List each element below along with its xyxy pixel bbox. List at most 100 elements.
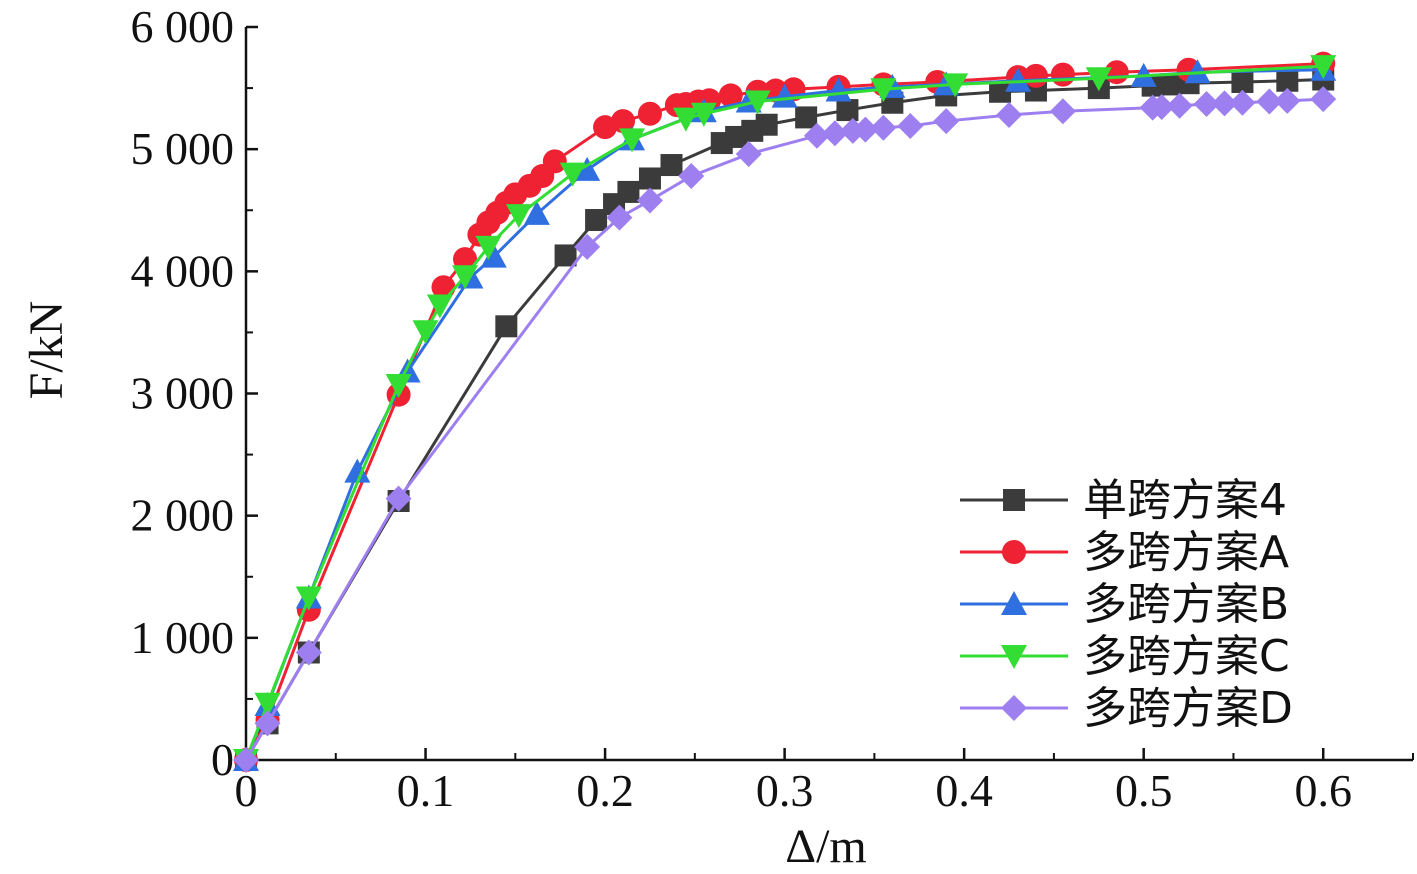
data-point (542, 149, 567, 174)
data-point (1050, 62, 1075, 87)
chart-axes: 0 1 000 2 000 3 000 4 000 5 000 6 000 0 0.1 0.2 0.… (131, 1, 1414, 816)
data-point (475, 235, 502, 260)
legend-label: 多跨方案C (1083, 631, 1290, 682)
data-point (672, 107, 699, 132)
data-point (523, 200, 550, 225)
data-point (585, 209, 608, 232)
data-point (1211, 90, 1238, 117)
data-point (690, 102, 717, 127)
x-axis-title: Δ/m (785, 820, 867, 873)
legend-label: 多跨方案D (1083, 683, 1293, 734)
x-tick-label: 0.6 (1294, 765, 1352, 816)
data-point (660, 154, 683, 177)
data-point (385, 485, 412, 512)
legend-item-4: 多跨方案D (960, 683, 1293, 734)
data-point (636, 187, 663, 214)
data-point (554, 244, 577, 267)
data-point (870, 78, 897, 103)
data-point (942, 73, 969, 98)
data-point (1310, 86, 1337, 113)
legend-marker (1001, 645, 1027, 669)
series-line (244, 62, 1324, 761)
data-point (495, 315, 518, 338)
data-point (295, 586, 322, 611)
data-point (453, 247, 478, 272)
data-point (795, 106, 818, 129)
legend-marker (1001, 695, 1027, 721)
x-tick-label: 0.5 (1115, 765, 1173, 816)
data-point (637, 101, 662, 126)
data-point (426, 294, 453, 319)
data-point (574, 233, 601, 260)
data-point (254, 710, 281, 737)
data-point (755, 113, 778, 136)
legend-label: 单跨方案4 (1083, 475, 1287, 526)
data-point (254, 692, 281, 717)
data-point (480, 243, 507, 268)
data-point (619, 128, 646, 153)
data-point (1256, 88, 1283, 115)
data-point (1148, 94, 1175, 121)
data-point (1049, 98, 1076, 125)
data-point (1005, 67, 1032, 92)
legend-label: 多跨方案B (1083, 579, 1289, 630)
x-tick-label: 0.4 (935, 765, 993, 816)
y-tick-label: 4 000 (131, 245, 235, 296)
chart-series-layer (233, 51, 1337, 773)
data-point (771, 83, 798, 108)
x-tick-label: 0 (235, 765, 258, 816)
data-point (933, 108, 960, 135)
legend-marker (1002, 540, 1026, 564)
y-tick-label: 0 (211, 734, 234, 785)
legend-marker (1001, 591, 1027, 615)
data-point (836, 99, 859, 122)
legend-label: 多跨方案A (1083, 527, 1289, 578)
data-point (1274, 87, 1301, 114)
data-point (1159, 73, 1182, 96)
data-point (559, 162, 586, 187)
data-point (718, 83, 743, 108)
data-point (1085, 67, 1112, 92)
data-point (678, 163, 705, 190)
data-point (611, 109, 636, 134)
data-point (821, 120, 848, 147)
data-point (574, 156, 601, 181)
x-tick-label: 0.1 (397, 765, 455, 816)
data-point (735, 141, 762, 168)
data-point (1166, 92, 1193, 119)
data-point (989, 80, 1012, 103)
legend-item-3: 多跨方案C (960, 631, 1290, 682)
data-point (505, 204, 532, 229)
data-point (1276, 69, 1299, 92)
data-point (233, 747, 259, 773)
y-tick-label: 6 000 (131, 1, 235, 52)
data-point (1184, 59, 1211, 84)
y-tick-label: 2 000 (131, 490, 235, 541)
data-point (606, 204, 633, 231)
data-point (295, 639, 322, 666)
y-tick-label: 5 000 (131, 123, 235, 174)
data-point (638, 167, 661, 190)
data-point (1229, 89, 1256, 116)
data-point (412, 320, 439, 345)
data-point (1023, 63, 1048, 88)
data-point (744, 90, 771, 115)
data-point (1231, 70, 1254, 93)
x-tick-label: 0.2 (576, 765, 634, 816)
legend-item-0: 单跨方案4 (960, 475, 1287, 526)
series-line (244, 64, 1324, 761)
y-tick-label: 3 000 (131, 368, 235, 419)
data-point (452, 265, 479, 290)
data-point (870, 114, 897, 141)
data-point (617, 180, 640, 203)
data-point (803, 122, 830, 149)
data-point (996, 101, 1023, 128)
data-point (1193, 90, 1220, 117)
legend-item-1: 多跨方案A (960, 527, 1289, 578)
data-point (897, 112, 924, 139)
y-tick-label: 1 000 (131, 612, 235, 663)
legend-marker (1003, 489, 1025, 511)
data-point (385, 373, 412, 398)
